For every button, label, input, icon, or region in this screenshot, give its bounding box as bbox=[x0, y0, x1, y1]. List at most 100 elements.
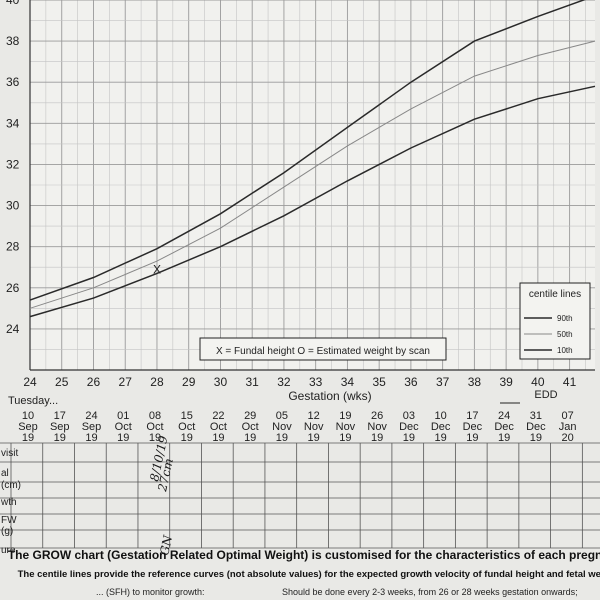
chart-grid bbox=[29, 0, 595, 371]
date-cell-text: 19 bbox=[530, 432, 542, 444]
y-tick-label: 32 bbox=[6, 157, 20, 171]
date-cell-text: 19 bbox=[403, 432, 415, 444]
footer-title: The GROW chart (Gestation Related Optima… bbox=[8, 548, 600, 562]
edd-label: EDD bbox=[534, 389, 557, 401]
x-tick-label: 31 bbox=[246, 375, 260, 389]
date-cell-text: 05 bbox=[276, 410, 288, 422]
date-cell-text: Oct bbox=[146, 421, 163, 433]
y-tick-label: 30 bbox=[6, 199, 20, 213]
date-cell-text: 17 bbox=[54, 410, 66, 422]
y-tick-label: 28 bbox=[6, 240, 20, 254]
date-cell-text: 19 bbox=[276, 432, 288, 444]
date-cell-text: 19 bbox=[435, 432, 447, 444]
date-cell-text: Nov bbox=[304, 421, 324, 433]
date-cell-text: 19 bbox=[85, 432, 97, 444]
record-table: visit al(cm) wth FW(g) ure bbox=[0, 442, 600, 556]
calendar-dates: 10Sep1917Sep1924Sep1901Oct1908Oct1915Oct… bbox=[18, 410, 576, 444]
series-line-90th bbox=[29, 0, 586, 301]
x-tick-label: 24 bbox=[23, 375, 37, 389]
x-tick-label: 40 bbox=[531, 375, 545, 389]
footer-subtitle: The centile lines provide the reference … bbox=[18, 569, 600, 580]
x-axis-ticks: 24 25 26 27 28 29 30 31 32 33 34 35 36 37 38 39 40 41 bbox=[23, 375, 576, 389]
y-axis-ticks: 24 26 28 30 32 34 36 38 40 bbox=[6, 0, 20, 336]
y-tick-label: 26 bbox=[6, 281, 20, 295]
date-cell-text: 31 bbox=[530, 410, 542, 422]
table-row-label: visit bbox=[1, 448, 18, 459]
y-tick-label: 24 bbox=[6, 322, 20, 336]
x-tick-label: 34 bbox=[341, 375, 355, 389]
y-tick-label: 36 bbox=[6, 75, 20, 89]
date-cell-text: 17 bbox=[466, 410, 478, 422]
date-cell-text: Nov bbox=[367, 421, 387, 433]
table-row-label: (cm) bbox=[1, 480, 21, 491]
date-cell-text: 19 bbox=[371, 432, 383, 444]
legend-label-10th: 10th bbox=[557, 346, 573, 355]
footer-right-note: Should be done every 2-3 weeks, from 26 … bbox=[282, 587, 578, 597]
date-cell-text: 19 bbox=[498, 432, 510, 444]
table-row-label: al bbox=[1, 468, 9, 479]
x-tick-label: 30 bbox=[214, 375, 228, 389]
date-cell-text: 24 bbox=[498, 410, 510, 422]
date-cell-text: 10 bbox=[22, 410, 34, 422]
date-cell-text: Dec bbox=[526, 421, 546, 433]
x-tick-label: 32 bbox=[277, 375, 291, 389]
date-cell-text: 24 bbox=[85, 410, 97, 422]
x-tick-label: 41 bbox=[563, 375, 577, 389]
date-cell-text: Dec bbox=[494, 421, 514, 433]
date-cell-text: Nov bbox=[336, 421, 356, 433]
date-cell-text: Sep bbox=[50, 421, 70, 433]
date-cell-text: 15 bbox=[181, 410, 193, 422]
date-cell-text: 19 bbox=[22, 432, 34, 444]
x-tick-label: 36 bbox=[404, 375, 418, 389]
x-tick-label: 29 bbox=[182, 375, 196, 389]
date-cell-text: 19 bbox=[117, 432, 129, 444]
date-cell-text: 03 bbox=[403, 410, 415, 422]
date-cell-text: 19 bbox=[149, 432, 161, 444]
date-cell-text: 19 bbox=[308, 432, 320, 444]
y-tick-label: 34 bbox=[6, 116, 20, 130]
date-cell-text: 22 bbox=[212, 410, 224, 422]
date-cell-text: 12 bbox=[308, 410, 320, 422]
centile-legend: centile lines 90th 50th 10th bbox=[519, 282, 591, 360]
handwritten-signature: GN bbox=[157, 534, 175, 557]
x-tick-label: 35 bbox=[372, 375, 386, 389]
date-cell-text: Dec bbox=[463, 421, 483, 433]
date-cell-text: Sep bbox=[18, 421, 38, 433]
date-cell-text: Oct bbox=[242, 421, 259, 433]
centile-series bbox=[29, 0, 596, 318]
x-axis-title: Gestation (wks) bbox=[288, 389, 371, 403]
x-tick-label: 33 bbox=[309, 375, 323, 389]
series-line-10th bbox=[29, 85, 596, 318]
date-cell-text: Nov bbox=[272, 421, 292, 433]
table-row-label: ure bbox=[1, 545, 16, 556]
y-tick-label: 38 bbox=[6, 34, 20, 48]
x-tick-label: 28 bbox=[150, 375, 164, 389]
x-tick-label: 25 bbox=[55, 375, 69, 389]
date-cell-text: Oct bbox=[178, 421, 195, 433]
date-cell-text: Sep bbox=[82, 421, 102, 433]
date-cell-text: 20 bbox=[561, 432, 573, 444]
table-row-label: wth bbox=[0, 497, 17, 508]
left-label: Tuesday... bbox=[8, 395, 58, 407]
legend-label-90th: 90th bbox=[557, 314, 573, 323]
symbol-key: X = Fundal height O = Estimated weight b… bbox=[199, 337, 447, 361]
legend-label-50th: 50th bbox=[557, 330, 573, 339]
date-cell-text: 19 bbox=[339, 410, 351, 422]
x-tick-label: 37 bbox=[436, 375, 450, 389]
date-cell-text: 26 bbox=[371, 410, 383, 422]
x-tick-label: 26 bbox=[87, 375, 101, 389]
legend-title: centile lines bbox=[529, 289, 581, 300]
date-cell-text: 07 bbox=[561, 410, 573, 422]
x-tick-label: 27 bbox=[119, 375, 133, 389]
date-cell-text: Oct bbox=[210, 421, 227, 433]
handwritten-fundal-height: 27cm bbox=[155, 457, 176, 494]
date-cell-text: 08 bbox=[149, 410, 161, 422]
x-tick-label: 38 bbox=[468, 375, 482, 389]
date-cell-text: Jan bbox=[559, 421, 577, 433]
date-cell-text: Oct bbox=[115, 421, 132, 433]
footer-left-note: ... (SFH) to monitor growth: bbox=[96, 587, 205, 597]
table-row-label: (g) bbox=[1, 526, 13, 537]
date-cell-text: 10 bbox=[435, 410, 447, 422]
series-line-50th bbox=[29, 40, 596, 309]
